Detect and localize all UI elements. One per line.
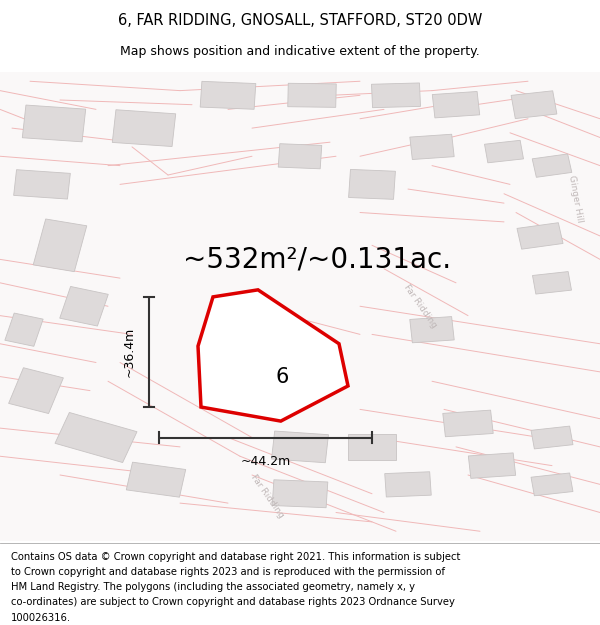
Polygon shape [485,141,523,162]
Polygon shape [531,473,573,496]
Polygon shape [14,170,70,199]
Polygon shape [55,412,137,462]
Text: ~44.2m: ~44.2m [241,455,290,468]
Polygon shape [33,219,87,272]
Polygon shape [5,313,43,346]
Text: co-ordinates) are subject to Crown copyright and database rights 2023 Ordnance S: co-ordinates) are subject to Crown copyr… [11,598,455,608]
Polygon shape [272,480,328,508]
Text: Map shows position and indicative extent of the property.: Map shows position and indicative extent… [120,45,480,58]
Text: Ginger Hill: Ginger Hill [568,174,584,223]
Polygon shape [112,110,176,146]
Text: Contains OS data © Crown copyright and database right 2021. This information is : Contains OS data © Crown copyright and d… [11,552,460,562]
Polygon shape [126,462,186,498]
Text: ~532m²/~0.131ac.: ~532m²/~0.131ac. [183,246,451,273]
Polygon shape [349,169,395,199]
Polygon shape [517,222,563,249]
Text: ~36.4m: ~36.4m [122,327,136,377]
Polygon shape [8,368,64,414]
Polygon shape [410,134,454,159]
Polygon shape [385,472,431,497]
Text: Far Ridding: Far Ridding [249,472,285,519]
Polygon shape [443,410,493,437]
Polygon shape [200,81,256,109]
Text: to Crown copyright and database rights 2023 and is reproduced with the permissio: to Crown copyright and database rights 2… [11,568,445,578]
Polygon shape [278,144,322,169]
Text: 100026316.: 100026316. [11,612,71,622]
Polygon shape [288,83,336,107]
Polygon shape [533,272,571,294]
Polygon shape [348,434,396,460]
Text: 6, FAR RIDDING, GNOSALL, STAFFORD, ST20 0DW: 6, FAR RIDDING, GNOSALL, STAFFORD, ST20 … [118,12,482,28]
Polygon shape [432,91,480,118]
Polygon shape [531,426,573,449]
Polygon shape [532,154,572,178]
Polygon shape [469,453,515,478]
Polygon shape [198,290,348,421]
Polygon shape [272,431,328,462]
Polygon shape [410,317,454,342]
Polygon shape [371,83,421,107]
Text: HM Land Registry. The polygons (including the associated geometry, namely x, y: HM Land Registry. The polygons (includin… [11,582,415,592]
Text: 6: 6 [275,366,289,386]
Polygon shape [60,286,108,326]
Text: Far Ridding: Far Ridding [402,283,438,329]
Polygon shape [22,105,86,142]
Polygon shape [511,91,557,119]
